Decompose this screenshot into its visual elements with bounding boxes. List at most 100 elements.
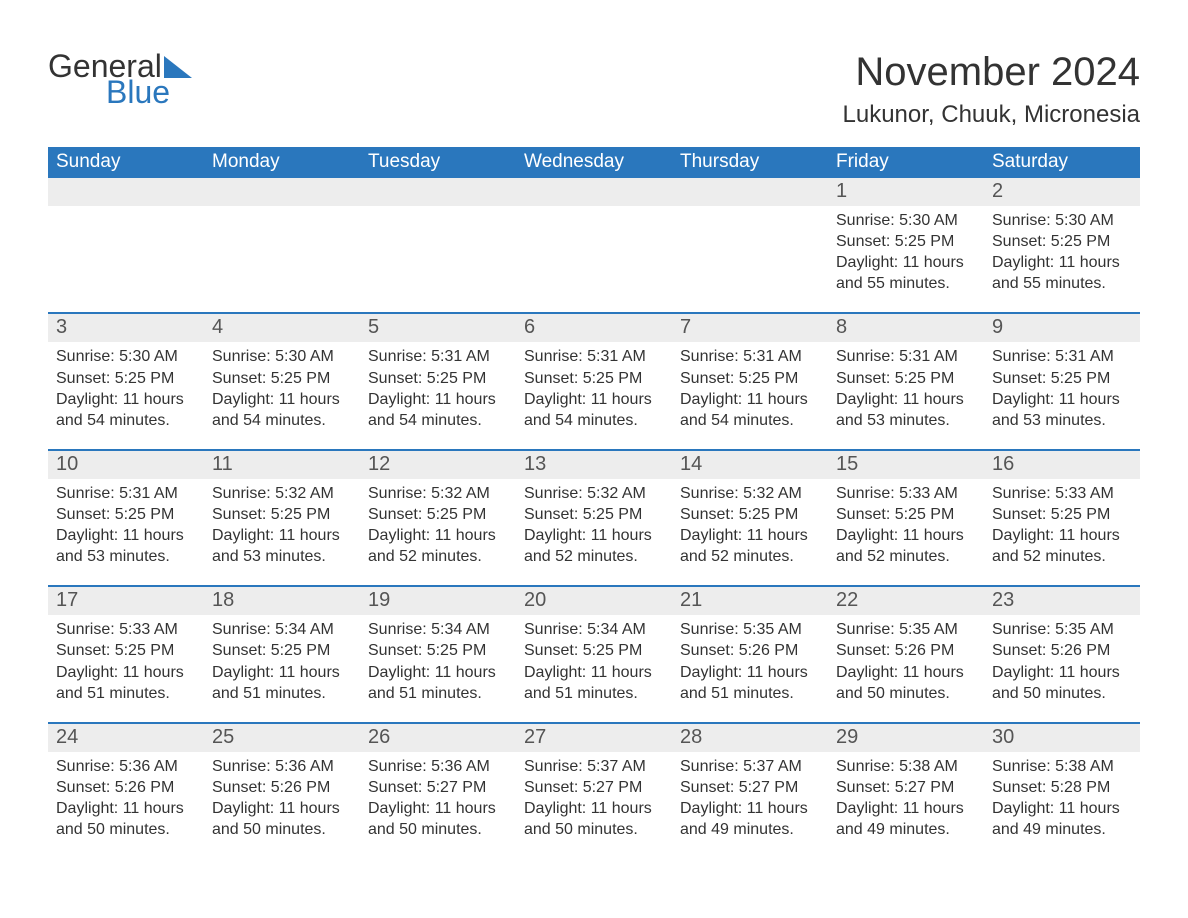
sunrise-text: Sunrise: 5:38 AM xyxy=(836,756,976,777)
day-cell: 28 Sunrise: 5:37 AMSunset: 5:27 PMDayligh… xyxy=(672,724,828,844)
daynum-band: 3 xyxy=(48,314,204,342)
sunrise-text: Sunrise: 5:32 AM xyxy=(212,483,352,504)
sunrise-text: Sunrise: 5:31 AM xyxy=(56,483,196,504)
day-cell: 26Sunrise: 5:36 AMSunset: 5:27 PMDayligh… xyxy=(360,724,516,844)
day-details: Sunrise: 5:31 AMSunset: 5:25 PMDaylight:… xyxy=(828,342,984,434)
day-details: Sunrise: 5:34 AMSunset: 5:25 PMDaylight:… xyxy=(516,615,672,707)
day-cell: 30 Sunrise: 5:38 AMSunset: 5:28 PMDayligh… xyxy=(984,724,1140,844)
daylight-text: Daylight: 11 hours and 51 minutes. xyxy=(680,662,820,704)
day-cell: 6Sunrise: 5:31 AMSunset: 5:25 PMDaylight… xyxy=(516,314,672,434)
sunrise-text: Sunrise: 5:33 AM xyxy=(56,619,196,640)
day-details: Sunrise: 5:32 AMSunset: 5:25 PMDaylight:… xyxy=(204,479,360,571)
sunset-text: Sunset: 5:25 PM xyxy=(56,504,196,525)
day-cell: 1Sunrise: 5:30 AMSunset: 5:25 PMDaylight… xyxy=(828,178,984,298)
sunrise-text: Sunrise: 5:37 AM xyxy=(680,756,820,777)
day-cell xyxy=(516,178,672,298)
day-details: Sunrise: 5:36 AMSunset: 5:26 PMDaylight:… xyxy=(204,752,360,844)
week-row: 1Sunrise: 5:30 AMSunset: 5:25 PMDaylight… xyxy=(48,178,1140,298)
daynum-band: 25 xyxy=(204,724,360,752)
day-number: 18 xyxy=(212,589,234,611)
daynum-band: 9 xyxy=(984,314,1140,342)
day-number: 22 xyxy=(836,589,858,611)
sunset-text: Sunset: 5:25 PM xyxy=(680,504,820,525)
sunset-text: Sunset: 5:25 PM xyxy=(524,640,664,661)
sunset-text: Sunset: 5:28 PM xyxy=(992,777,1132,798)
sunset-text: Sunset: 5:26 PM xyxy=(212,777,352,798)
daylight-text: Daylight: 11 hours and 53 minutes. xyxy=(56,525,196,567)
daynum-band: 16 xyxy=(984,451,1140,479)
daynum-band: 19 xyxy=(360,587,516,615)
sunset-text: Sunset: 5:26 PM xyxy=(992,640,1132,661)
dow-tuesday: Tuesday xyxy=(360,147,516,178)
sunset-text: Sunset: 5:25 PM xyxy=(992,231,1132,252)
day-details: Sunrise: 5:36 AMSunset: 5:27 PMDaylight:… xyxy=(360,752,516,844)
sunrise-text: Sunrise: 5:33 AM xyxy=(992,483,1132,504)
sunset-text: Sunset: 5:25 PM xyxy=(368,504,508,525)
sunset-text: Sunset: 5:25 PM xyxy=(368,368,508,389)
week-row: 17Sunrise: 5:33 AMSunset: 5:25 PMDayligh… xyxy=(48,585,1140,707)
sunset-text: Sunset: 5:26 PM xyxy=(56,777,196,798)
sunrise-text: Sunrise: 5:36 AM xyxy=(212,756,352,777)
sunrise-text: Sunrise: 5:30 AM xyxy=(212,346,352,367)
day-cell: 27Sunrise: 5:37 AMSunset: 5:27 PMDayligh… xyxy=(516,724,672,844)
day-details: Sunrise: 5:37 AMSunset: 5:27 PMDaylight:… xyxy=(516,752,672,844)
sunrise-text: Sunrise: 5:30 AM xyxy=(992,210,1132,231)
day-number: 7 xyxy=(680,316,691,338)
daynum-band: 24 xyxy=(48,724,204,752)
day-number: 13 xyxy=(524,453,546,475)
day-cell: 11Sunrise: 5:32 AMSunset: 5:25 PMDayligh… xyxy=(204,451,360,571)
sunset-text: Sunset: 5:25 PM xyxy=(524,504,664,525)
sunrise-text: Sunrise: 5:31 AM xyxy=(368,346,508,367)
daylight-text: Daylight: 11 hours and 49 minutes. xyxy=(836,798,976,840)
day-details: Sunrise: 5:32 AMSunset: 5:25 PMDaylight:… xyxy=(360,479,516,571)
day-cell: 12Sunrise: 5:32 AMSunset: 5:25 PMDayligh… xyxy=(360,451,516,571)
day-cell: 18Sunrise: 5:34 AMSunset: 5:25 PMDayligh… xyxy=(204,587,360,707)
sunset-text: Sunset: 5:25 PM xyxy=(56,368,196,389)
sunset-text: Sunset: 5:25 PM xyxy=(836,504,976,525)
day-cell: 3Sunrise: 5:30 AMSunset: 5:25 PMDaylight… xyxy=(48,314,204,434)
day-number: 28 xyxy=(680,726,702,748)
sunrise-text: Sunrise: 5:34 AM xyxy=(524,619,664,640)
daylight-text: Daylight: 11 hours and 50 minutes. xyxy=(992,662,1132,704)
day-number: 4 xyxy=(212,316,223,338)
day-details: Sunrise: 5:34 AMSunset: 5:25 PMDaylight:… xyxy=(360,615,516,707)
day-cell: 7Sunrise: 5:31 AMSunset: 5:25 PMDaylight… xyxy=(672,314,828,434)
day-cell: 29Sunrise: 5:38 AMSunset: 5:27 PMDayligh… xyxy=(828,724,984,844)
dow-friday: Friday xyxy=(828,147,984,178)
day-of-week-header-row: Sunday Monday Tuesday Wednesday Thursday… xyxy=(48,147,1140,178)
day-cell: 21Sunrise: 5:35 AMSunset: 5:26 PMDayligh… xyxy=(672,587,828,707)
sunset-text: Sunset: 5:25 PM xyxy=(368,640,508,661)
daylight-text: Daylight: 11 hours and 50 minutes. xyxy=(836,662,976,704)
day-number: 21 xyxy=(680,589,702,611)
sunrise-text: Sunrise: 5:31 AM xyxy=(836,346,976,367)
sunrise-text: Sunrise: 5:38 AM xyxy=(992,756,1132,777)
week-row: 10Sunrise: 5:31 AMSunset: 5:25 PMDayligh… xyxy=(48,449,1140,571)
sunrise-text: Sunrise: 5:36 AM xyxy=(56,756,196,777)
sunrise-text: Sunrise: 5:37 AM xyxy=(524,756,664,777)
day-number: 14 xyxy=(680,453,702,475)
daylight-text: Daylight: 11 hours and 54 minutes. xyxy=(524,389,664,431)
sunset-text: Sunset: 5:25 PM xyxy=(56,640,196,661)
day-cell xyxy=(360,178,516,298)
day-details: Sunrise: 5:33 AMSunset: 5:25 PMDaylight:… xyxy=(984,479,1140,571)
daynum-band: 20 xyxy=(516,587,672,615)
sunrise-text: Sunrise: 5:30 AM xyxy=(56,346,196,367)
daynum-band: 14 xyxy=(672,451,828,479)
sunset-text: Sunset: 5:25 PM xyxy=(992,368,1132,389)
sunset-text: Sunset: 5:25 PM xyxy=(992,504,1132,525)
daynum-band: 30 xyxy=(984,724,1140,752)
day-cell: 20Sunrise: 5:34 AMSunset: 5:25 PMDayligh… xyxy=(516,587,672,707)
day-details: Sunrise: 5:32 AMSunset: 5:25 PMDaylight:… xyxy=(672,479,828,571)
day-details: Sunrise: 5:37 AMSunset: 5:27 PMDaylight:… xyxy=(672,752,828,844)
dow-monday: Monday xyxy=(204,147,360,178)
daylight-text: Daylight: 11 hours and 49 minutes. xyxy=(680,798,820,840)
daynum-band: 28 xyxy=(672,724,828,752)
weeks-container: 1Sunrise: 5:30 AMSunset: 5:25 PMDaylight… xyxy=(48,178,1140,844)
daynum-band: 22 xyxy=(828,587,984,615)
sunset-text: Sunset: 5:25 PM xyxy=(836,231,976,252)
daylight-text: Daylight: 11 hours and 51 minutes. xyxy=(368,662,508,704)
location-subtitle: Lukunor, Chuuk, Micronesia xyxy=(843,101,1141,129)
daylight-text: Daylight: 11 hours and 49 minutes. xyxy=(992,798,1132,840)
daynum-band: 27 xyxy=(516,724,672,752)
day-number: 5 xyxy=(368,316,379,338)
